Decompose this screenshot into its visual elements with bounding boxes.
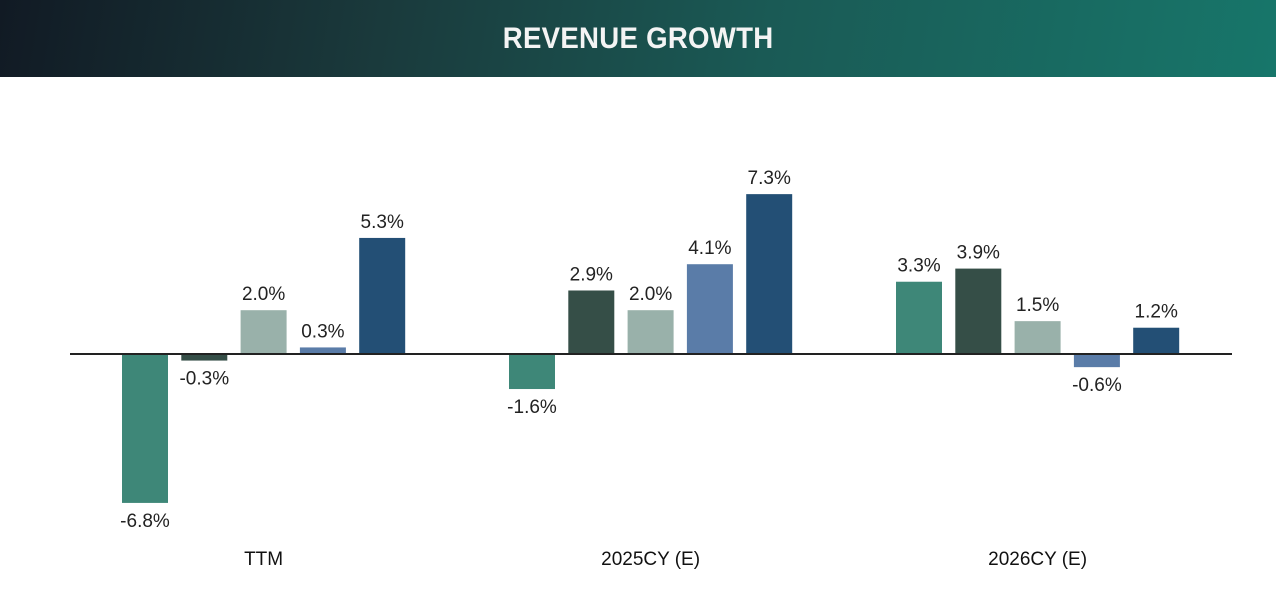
bar-2025cy-e--series-2 xyxy=(568,290,615,354)
chart-title: REVENUE GROWTH xyxy=(502,21,774,55)
bar-2025cy-e--series-3 xyxy=(627,310,674,354)
bar-2026cy-e--series-4 xyxy=(1073,354,1120,368)
bar-2026cy-e--series-2 xyxy=(955,268,1002,354)
data-label: 2.0% xyxy=(242,284,285,305)
bar-2026cy-e--series-1 xyxy=(896,281,942,354)
bar-ttm-series-4 xyxy=(299,347,346,354)
data-label: -1.6% xyxy=(507,397,557,418)
data-label: 1.2% xyxy=(1135,302,1178,323)
data-label: 7.3% xyxy=(748,168,791,189)
data-label: 3.9% xyxy=(957,243,1000,264)
bar-2026cy-e--series-5 xyxy=(1133,327,1180,354)
data-label: 2.0% xyxy=(629,284,672,305)
data-label: -0.6% xyxy=(1072,375,1122,396)
data-label: -0.3% xyxy=(179,369,229,390)
data-label: 0.3% xyxy=(301,321,344,342)
category-label: 2026CY (E) xyxy=(988,549,1087,570)
data-label: 4.1% xyxy=(688,238,731,259)
category-label: 2025CY (E) xyxy=(601,549,700,570)
data-label: -6.8% xyxy=(120,511,170,532)
bar-ttm-series-3 xyxy=(240,310,287,354)
data-label: 1.5% xyxy=(1016,295,1059,316)
data-label: 3.3% xyxy=(897,256,940,277)
bar-ttm-series-5 xyxy=(359,237,406,354)
bar-ttm-series-2 xyxy=(181,354,228,361)
data-label: 5.3% xyxy=(361,212,404,233)
bar-2025cy-e--series-5 xyxy=(746,194,793,354)
header-banner: REVENUE GROWTH xyxy=(0,0,1276,77)
bar-2025cy-e--series-4 xyxy=(686,264,733,354)
data-label: 2.9% xyxy=(570,264,613,285)
category-label: TTM xyxy=(244,549,283,570)
bar-2025cy-e--series-1 xyxy=(509,354,555,390)
bar-ttm-series-1 xyxy=(122,354,168,503)
bar-2026cy-e--series-3 xyxy=(1014,321,1061,354)
